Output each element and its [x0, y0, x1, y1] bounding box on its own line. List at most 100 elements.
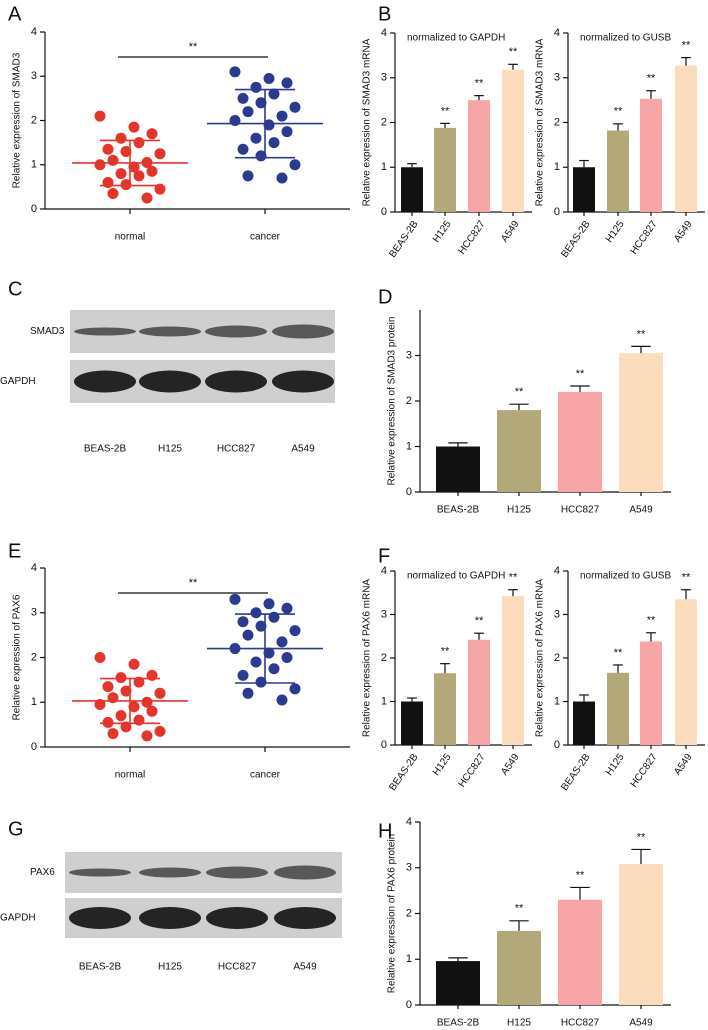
blot-lane-label: H125: [158, 962, 182, 973]
panel-letter: C: [8, 278, 22, 300]
y-axis-label: Relative expression of SMAD3 mRNA: [535, 38, 546, 206]
significance-label: **: [576, 368, 585, 380]
blot-lane-label: BEAS-2B: [79, 962, 122, 973]
data-point: [242, 170, 254, 182]
significance-label: **: [682, 40, 691, 52]
significance-label: **: [637, 328, 646, 340]
data-point: [263, 119, 275, 131]
y-tick-label: 0: [381, 739, 387, 751]
data-point: [250, 607, 262, 619]
data-point: [255, 97, 267, 109]
data-point: [154, 725, 166, 737]
x-tick-label: A549: [629, 1018, 653, 1029]
significance-label: **: [637, 831, 646, 843]
significance-label: **: [475, 615, 484, 627]
x-tick-label: H125: [604, 752, 627, 778]
data-point: [115, 168, 127, 180]
data-point: [268, 663, 280, 675]
data-point: [289, 159, 301, 171]
data-point: [102, 143, 114, 155]
panel-letter: A: [8, 3, 22, 25]
x-tick-label: cancer: [250, 232, 281, 243]
y-tick-label: 3: [406, 349, 412, 361]
data-point: [276, 694, 288, 706]
x-tick-label: BEAS-2B: [559, 219, 592, 260]
y-tick-label: 4: [554, 565, 560, 577]
significance-label: **: [647, 615, 656, 627]
y-tick-label: 4: [31, 26, 37, 38]
y-tick-label: 4: [381, 565, 387, 577]
y-tick-label: 0: [31, 741, 37, 753]
bar: [436, 961, 480, 1005]
data-point: [154, 687, 166, 699]
data-point: [237, 616, 249, 628]
data-point: [146, 705, 158, 717]
bar: [558, 899, 602, 1005]
data-point: [237, 143, 249, 155]
data-point: [268, 88, 280, 100]
bar: [497, 410, 541, 492]
blot-band: [74, 327, 136, 336]
panel-letter: G: [8, 818, 24, 840]
y-tick-label: 3: [381, 72, 387, 84]
bar: [502, 69, 524, 212]
data-point: [115, 672, 127, 684]
data-point: [120, 179, 132, 191]
blot-row-label: GAPDH: [0, 376, 36, 387]
y-axis-label: Relative expression of PAX6 mRNA: [362, 579, 373, 738]
data-point: [242, 106, 254, 118]
data-point: [115, 710, 127, 722]
y-tick-label: 3: [31, 607, 37, 619]
y-tick-label: 3: [381, 608, 387, 620]
data-point: [250, 132, 262, 144]
y-tick-label: 3: [554, 72, 560, 84]
data-point: [120, 721, 132, 733]
blot-lane-label: A549: [291, 444, 315, 455]
x-tick-label: A549: [672, 752, 695, 778]
data-point: [242, 687, 254, 699]
x-tick-label: A549: [629, 505, 653, 516]
bar: [468, 100, 490, 212]
data-point: [268, 137, 280, 149]
data-point: [146, 128, 158, 140]
data-point: [276, 110, 288, 122]
x-tick-label: H125: [431, 752, 454, 778]
y-tick-label: 2: [31, 114, 37, 126]
y-axis-label: Relative expression of PAX6 protein: [387, 834, 398, 993]
y-tick-label: 4: [31, 562, 37, 574]
y-tick-label: 4: [406, 816, 412, 828]
blot-lane-label: H125: [158, 444, 182, 455]
significance-label: **: [614, 106, 623, 118]
y-tick-label: 3: [406, 862, 412, 874]
y-tick-label: 2: [381, 652, 387, 664]
blot-band: [139, 907, 201, 929]
x-tick-label: H125: [604, 219, 627, 245]
y-tick-label: 1: [31, 696, 37, 708]
significance-label: **: [647, 73, 656, 85]
x-tick-label: HCC827: [629, 752, 660, 790]
panel-letter: F: [378, 545, 390, 567]
bar: [468, 639, 490, 745]
blot-lane-label: HCC827: [217, 444, 256, 455]
data-point: [255, 620, 267, 632]
data-point: [263, 72, 275, 84]
data-point: [289, 625, 301, 637]
bar: [401, 167, 423, 212]
data-point: [120, 685, 132, 697]
data-point: [133, 170, 145, 182]
data-point: [237, 669, 249, 681]
data-point: [229, 593, 241, 605]
blot-row-label: SMAD3: [30, 326, 65, 337]
y-tick-label: 2: [406, 395, 412, 407]
bar: [640, 641, 662, 745]
x-tick-label: BEAS-2B: [559, 752, 592, 793]
y-axis-label: Relative expression of PAX6 mRNA: [535, 579, 546, 738]
blot-band: [139, 370, 201, 393]
y-tick-label: 1: [406, 953, 412, 965]
data-point: [107, 728, 119, 740]
blot-band: [74, 370, 136, 393]
x-tick-label: cancer: [250, 770, 281, 781]
data-point: [128, 658, 140, 670]
y-tick-label: 2: [554, 652, 560, 664]
panel-letter: H: [378, 820, 392, 842]
